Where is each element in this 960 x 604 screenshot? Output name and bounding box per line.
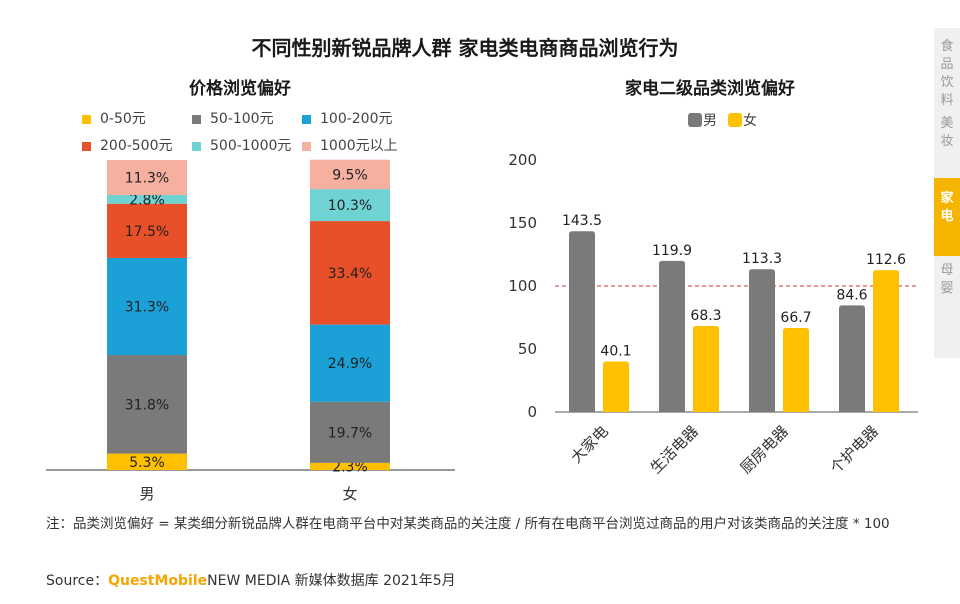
segment-label: 17.5%: [125, 224, 169, 240]
footnote: 注：品类浏览偏好 = 某类细分新锐品牌人群在电商平台中对某类商品的关注度 / 所…: [46, 516, 890, 532]
bar-value-label: 40.1: [600, 343, 631, 359]
legend-swatch: [192, 142, 201, 151]
category-legend-swatch: [688, 113, 702, 127]
stacked-segment: [310, 159, 390, 190]
right-x-tick: 个护电器: [827, 422, 882, 477]
stacked-segment: [107, 354, 187, 454]
right-y-tick: 200: [508, 151, 537, 169]
stacked-segment: [107, 257, 187, 355]
brand-logo-text: QuestMobile: [108, 573, 208, 589]
source-prefix: Source：: [46, 573, 109, 589]
page-title: 不同性别新锐品牌人群 家电类电商商品浏览行为: [251, 36, 679, 60]
legend-label: 1000元以上: [320, 138, 398, 154]
left-chart-title: 价格浏览偏好: [189, 79, 291, 99]
legend-swatch: [82, 115, 91, 124]
segment-label: 5.3%: [129, 455, 165, 471]
segment-label: 9.5%: [332, 167, 368, 183]
stacked-segment: [310, 189, 390, 222]
legend-swatch: [302, 142, 311, 151]
right-x-tick: 大家电: [567, 422, 612, 467]
category-bar: [749, 269, 775, 412]
segment-label: 10.3%: [328, 198, 372, 214]
category-bar: [873, 270, 899, 412]
segment-label: 33.4%: [328, 266, 372, 282]
segment-label: 11.3%: [125, 171, 169, 187]
sidebar-tab-2[interactable]: 家电: [934, 178, 960, 256]
bar-value-label: 84.6: [836, 287, 867, 303]
stacked-segment: [310, 462, 390, 470]
category-bar: [783, 327, 809, 412]
category-legend-swatch: [728, 113, 742, 127]
bar-value-label: 66.7: [780, 310, 811, 326]
legend-label: 200-500元: [100, 138, 173, 154]
bar-value-label: 112.6: [866, 252, 906, 268]
legend-label: 0-50元: [100, 111, 146, 127]
category-bar: [839, 305, 865, 412]
legend-label: 500-1000元: [210, 138, 292, 154]
category-sidebar: 食品饮料美妆家电母婴: [934, 28, 960, 358]
right-x-tick: 厨房电器: [737, 422, 792, 477]
legend-swatch: [82, 142, 91, 151]
bar-value-label: 68.3: [690, 308, 721, 324]
sidebar-tab-3[interactable]: 母婴: [940, 263, 954, 296]
stacked-segment: [107, 160, 187, 196]
right-chart-title: 家电二级品类浏览偏好: [625, 79, 795, 99]
right-x-tick: 生活电器: [647, 422, 702, 477]
stacked-segment: [310, 221, 390, 325]
left-x-tick: 男: [139, 485, 154, 503]
segment-label: 31.8%: [125, 397, 169, 413]
right-y-tick: 100: [508, 277, 537, 295]
source-line: Source：QuestMobileNEW MEDIA 新媒体数据库 2021年…: [46, 570, 456, 590]
sidebar-tab-0[interactable]: 食品饮料: [940, 39, 954, 108]
category-legend-label: 男: [703, 113, 717, 129]
bar-value-label: 113.3: [742, 251, 782, 267]
segment-label: 19.7%: [328, 425, 372, 441]
segment-label: 31.3%: [125, 299, 169, 315]
segment-label: 2.3%: [332, 459, 368, 475]
right-y-tick: 0: [527, 403, 537, 421]
legend-swatch: [302, 115, 311, 124]
category-bar: [693, 325, 719, 412]
category-legend-label: 女: [743, 113, 757, 129]
segment-label: 24.9%: [328, 356, 372, 372]
stacked-segment: [107, 453, 187, 470]
legend-swatch: [192, 115, 201, 124]
segment-label: 2.8%: [129, 192, 165, 208]
right-y-tick: 50: [518, 340, 537, 358]
sidebar-tab-1[interactable]: 美妆: [940, 116, 954, 149]
stacked-segment: [107, 195, 187, 204]
legend-label: 50-100元: [210, 111, 274, 127]
category-bar: [569, 231, 595, 412]
category-bar: [603, 361, 629, 412]
stacked-segment: [107, 203, 187, 258]
stacked-segment: [310, 401, 390, 463]
bar-value-label: 119.9: [652, 243, 692, 259]
category-bar: [659, 260, 685, 412]
stacked-segment: [310, 324, 390, 402]
right-y-tick: 150: [508, 214, 537, 232]
legend-label: 100-200元: [320, 111, 393, 127]
source-detail: NEW MEDIA 新媒体数据库 2021年5月: [207, 573, 456, 589]
bar-value-label: 143.5: [562, 213, 602, 229]
left-x-tick: 女: [342, 485, 357, 503]
